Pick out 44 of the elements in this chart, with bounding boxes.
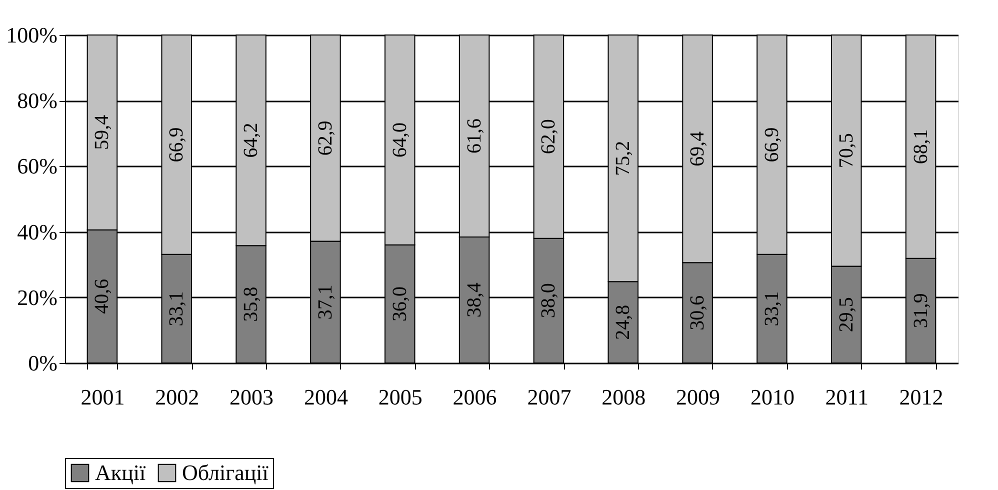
data-label: 37,1 [314, 284, 336, 320]
data-label: 61,6 [463, 118, 486, 154]
data-label: 68,1 [910, 129, 932, 164]
y-tick-label: 100% [6, 22, 58, 48]
data-label: 38,0 [538, 283, 560, 318]
y-tick-label: 20% [17, 284, 58, 310]
data-label: 75,2 [612, 140, 634, 176]
x-tick-label: 2002 [155, 384, 200, 410]
data-label: 33,1 [166, 291, 188, 326]
x-tick-label: 2004 [304, 384, 348, 410]
x-tick-label: 2009 [676, 384, 720, 410]
data-label: 69,4 [686, 131, 709, 166]
data-label: 24,8 [612, 304, 634, 340]
x-tick-label: 2005 [378, 384, 422, 410]
data-label: 33,1 [760, 291, 783, 326]
legend-label: Акції [95, 460, 146, 485]
data-label: 66,9 [760, 127, 783, 162]
y-tick-label: 60% [17, 154, 58, 179]
y-tick-label: 40% [17, 219, 58, 244]
data-label: 35,8 [240, 286, 262, 322]
data-label: 31,9 [910, 293, 932, 328]
data-label: 30,6 [686, 295, 709, 330]
data-label: 38,4 [463, 282, 486, 318]
data-label: 40,6 [91, 278, 114, 314]
x-tick-label: 2006 [452, 384, 497, 410]
x-tick-label: 2003 [230, 384, 274, 410]
x-tick-label: 2007 [527, 384, 572, 410]
data-label: 64,2 [240, 122, 262, 158]
x-tick-label: 2010 [750, 384, 794, 410]
data-label: 59,4 [91, 114, 114, 150]
data-label: 64,0 [388, 122, 411, 158]
legend-label: Облігації [182, 460, 270, 485]
x-tick-label: 2001 [80, 384, 125, 410]
data-label: 70,5 [835, 133, 858, 168]
y-tick-label: 80% [17, 88, 58, 114]
x-tick-label: 2008 [602, 384, 646, 410]
x-tick-label: 2011 [825, 384, 868, 410]
data-label: 66,9 [166, 127, 188, 162]
data-label: 62,0 [538, 119, 560, 154]
data-label: 36,0 [388, 286, 411, 322]
x-tick-label: 2012 [899, 384, 944, 410]
y-tick-label: 0% [28, 350, 58, 376]
data-label: 29,5 [835, 297, 858, 332]
data-label: 62,9 [314, 120, 336, 156]
